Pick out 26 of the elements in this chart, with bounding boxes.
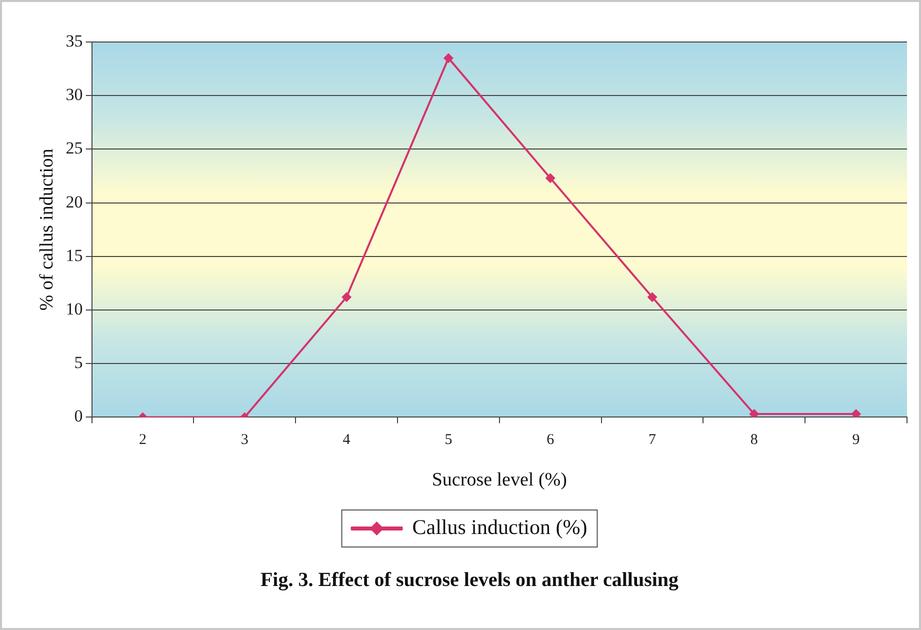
point [647,292,658,302]
y-tick-label: 0 [74,406,83,426]
point [342,292,352,302]
point [851,408,862,418]
point [443,53,454,64]
text: Fig. 3. Effect of sucrose levels on anther callusing [260,569,679,592]
y-tick-label: 35 [66,31,83,50]
x-tick-label: 3 [240,432,248,448]
legend-label: Callus induction (%) [412,515,588,540]
y-tick-label: 10 [66,299,83,318]
x-tick-label: 7 [648,432,656,448]
y-tick-label: 30 [66,85,83,104]
x-tick-label: 4 [342,432,351,448]
point [749,408,760,418]
point [545,173,556,184]
y-axis-title: % of callus induction [36,148,58,311]
x-tick-label: 2 [139,432,146,448]
x-tick-label: 9 [852,432,860,448]
y-tick-label: 5 [74,353,83,372]
y-tick-label: 25 [66,138,83,158]
y-tick-label: 20 [66,192,83,212]
x-axis-title: Sucrose level (%) [432,470,567,491]
x-tick-label: 8 [750,432,758,448]
x-tick-label: 6 [546,432,555,448]
y-tick-label: 15 [66,246,83,265]
x-tick-label: 5 [444,432,452,448]
